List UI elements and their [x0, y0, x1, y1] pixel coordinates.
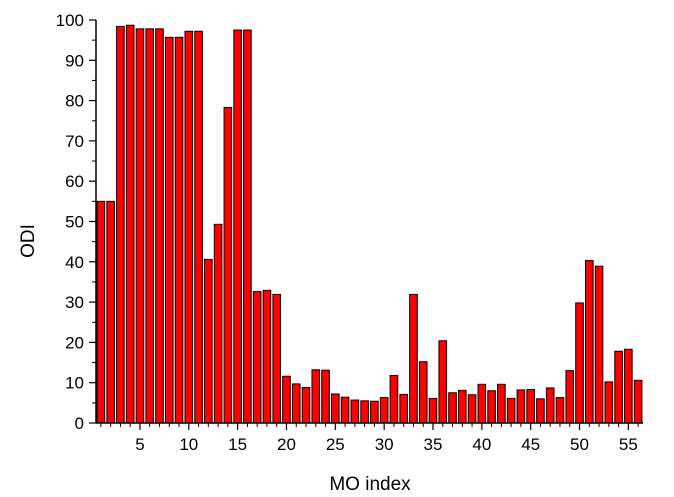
x-axis-title: MO index — [329, 474, 411, 495]
bar-42 — [497, 383, 506, 424]
bar-28 — [360, 400, 369, 424]
bar-56 — [633, 379, 643, 424]
bar-37 — [448, 392, 457, 424]
x-tick-label: 10 — [179, 435, 198, 454]
bar-53 — [604, 381, 614, 424]
bar-40 — [477, 383, 487, 424]
y-tick-label: 10 — [65, 374, 84, 393]
bar-38 — [457, 389, 467, 424]
bar-52 — [594, 265, 604, 424]
bar-27 — [350, 399, 360, 424]
bar-1 — [96, 200, 106, 424]
bar-21 — [291, 383, 301, 424]
y-tick-label: 50 — [65, 213, 84, 232]
bar-43 — [506, 397, 516, 424]
x-tick-label: 40 — [472, 435, 491, 454]
x-tick-label: 5 — [135, 435, 144, 454]
bar-22 — [301, 387, 311, 424]
y-tick-label: 60 — [65, 172, 84, 191]
bar-25 — [331, 393, 340, 424]
x-tick-label: 50 — [570, 435, 589, 454]
bar-6 — [145, 28, 155, 424]
bar-31 — [389, 374, 399, 424]
bar-2 — [106, 200, 115, 424]
bar-33 — [409, 293, 418, 424]
bar-30 — [379, 397, 389, 424]
y-tick-label: 30 — [65, 293, 84, 312]
bar-32 — [399, 393, 409, 424]
y-tick-label: 100 — [56, 11, 84, 30]
bar-50 — [575, 302, 584, 424]
bar-54 — [614, 350, 623, 424]
bar-26 — [340, 396, 350, 424]
bar-35 — [428, 397, 438, 424]
axes-group — [89, 19, 643, 430]
bar-45 — [526, 389, 535, 424]
bar-12 — [204, 258, 213, 424]
bar-55 — [624, 348, 633, 424]
bar-19 — [272, 293, 282, 424]
tick-labels-group: 0 10 20 30 40 50 60 70 80 90 100 5 10 15 20 25 30 35 40 45 5… — [56, 11, 638, 454]
bar-51 — [584, 260, 594, 424]
bar-3 — [116, 25, 125, 424]
bar-20 — [282, 375, 291, 424]
bar-39 — [467, 394, 477, 424]
bar-36 — [438, 340, 448, 424]
y-tick-label: 90 — [65, 51, 84, 70]
x-tick-label: 25 — [326, 435, 345, 454]
bar-13 — [213, 223, 223, 424]
bar-46 — [536, 398, 545, 424]
bar-47 — [545, 387, 555, 424]
y-tick-label: 40 — [65, 253, 84, 272]
bar-8 — [164, 36, 174, 424]
bar-11 — [194, 30, 203, 424]
bar-17 — [252, 291, 262, 424]
bar-44 — [516, 389, 526, 424]
x-tick-label: 55 — [619, 435, 638, 454]
bar-48 — [555, 397, 565, 424]
bar-29 — [370, 400, 379, 424]
bar-5 — [135, 28, 145, 424]
x-tick-label: 35 — [424, 435, 443, 454]
x-tick-label: 20 — [277, 435, 296, 454]
bar-23 — [311, 369, 321, 424]
x-tick-label: 15 — [228, 435, 247, 454]
bar-4 — [125, 24, 135, 424]
bars-group — [96, 24, 643, 424]
x-tick-label: 45 — [521, 435, 540, 454]
y-tick-label: 0 — [75, 414, 84, 433]
bar-16 — [243, 29, 252, 424]
y-axis-title: ODI — [18, 224, 39, 258]
bar-49 — [565, 370, 575, 424]
bar-34 — [418, 361, 428, 424]
y-tick-label: 70 — [65, 132, 84, 151]
bar-18 — [262, 289, 272, 424]
bar-15 — [233, 29, 242, 424]
x-tick-label: 30 — [375, 435, 394, 454]
bar-41 — [487, 390, 496, 424]
y-tick-label: 20 — [65, 333, 84, 352]
bar-9 — [174, 36, 184, 424]
bar-24 — [321, 369, 330, 424]
bar-14 — [223, 106, 233, 424]
bar-10 — [184, 30, 194, 424]
bar-7 — [155, 28, 164, 424]
y-tick-label: 80 — [65, 92, 84, 111]
